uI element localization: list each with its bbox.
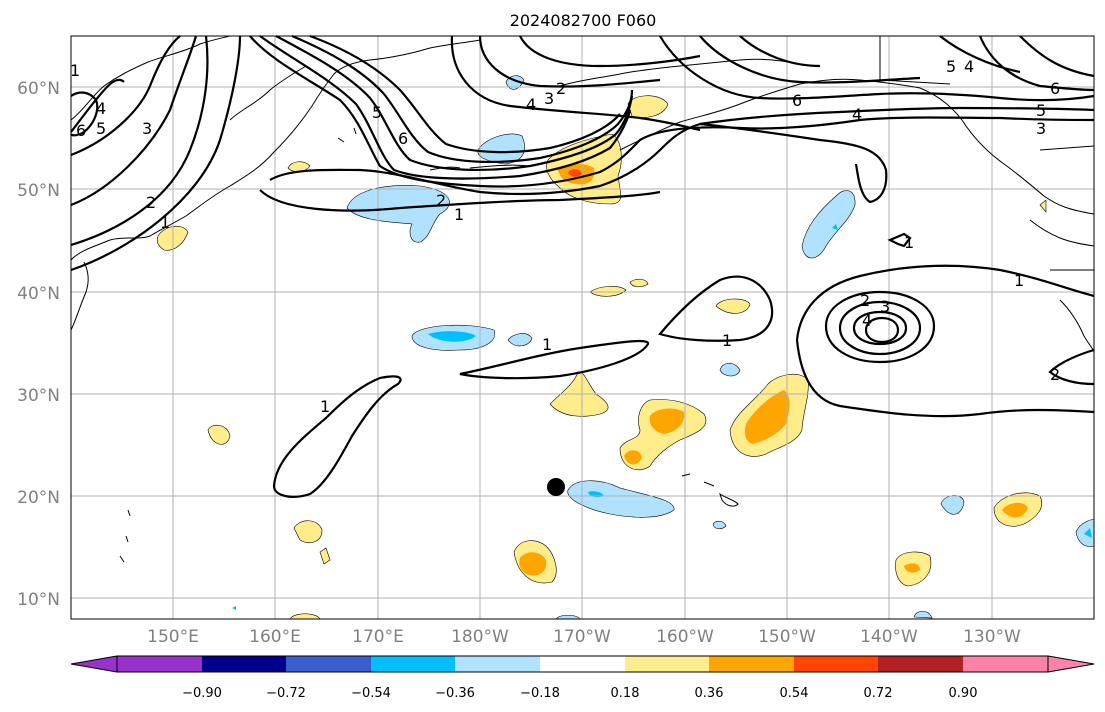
contour-label: 2	[556, 79, 566, 98]
colorbar-segment	[286, 656, 371, 672]
contour-label: 1	[1014, 271, 1024, 290]
lon-label: 140°W	[860, 627, 918, 647]
colorbar-segment	[371, 656, 455, 672]
location-dot	[547, 478, 565, 496]
map-area: 6 4 5 3 2 1 5 6 2 3 4 2 1 6 4 5 3 6 5 4 …	[70, 34, 1095, 620]
contour-label: 3	[544, 89, 554, 108]
contour-label: 1	[722, 331, 732, 350]
colorbar-segment	[117, 656, 202, 672]
colorbar-segment	[709, 656, 794, 672]
lon-label: 150°E	[147, 627, 199, 647]
contour-lines	[70, 34, 1095, 498]
lat-label: 60°N	[17, 79, 60, 99]
lat-label: 20°N	[17, 488, 60, 508]
colorbar-left-extension	[70, 655, 118, 673]
contour-label: 1	[542, 335, 552, 354]
contour-label: 3	[142, 119, 152, 138]
contour-label: 3	[1036, 119, 1046, 138]
lat-label: 40°N	[17, 284, 60, 304]
colorbar-tick-label: 0.54	[780, 686, 809, 701]
colorbar-tick-label: 0.90	[949, 686, 978, 701]
colorbar-segment	[625, 656, 709, 672]
contour-label: 4	[852, 105, 862, 124]
colorbar-tick-label: −0.72	[266, 686, 306, 701]
colorbar-segment	[963, 656, 1048, 672]
lon-label: 130°W	[963, 627, 1021, 647]
lon-label: 160°W	[656, 627, 714, 647]
contour-label: 3	[880, 297, 890, 316]
latitude-labels: 60°N 50°N 40°N 30°N 20°N 10°N	[17, 79, 60, 610]
colorbar-right-extension	[1047, 655, 1095, 673]
colorbar-tick-label: −0.90	[182, 686, 222, 701]
colorbar-tick-label: 0.18	[611, 686, 640, 701]
contour-label: 1	[160, 213, 170, 232]
colorbar-segment	[794, 656, 878, 672]
lat-label: 30°N	[17, 386, 60, 406]
lon-label: 170°E	[352, 627, 404, 647]
colorbar-tick-label: 0.36	[695, 686, 724, 701]
contour-label: 1	[70, 61, 80, 80]
contour-label: 6	[398, 129, 408, 148]
contour-label: 1	[454, 205, 464, 224]
contour-labels: 6 4 5 3 2 1 5 6 2 3 4 2 1 6 4 5 3 6 5 4 …	[70, 57, 1060, 416]
colorbar: −0.90 −0.72 −0.54 −0.36 −0.18 0.18 0.36 …	[70, 655, 1095, 701]
contour-label: 5	[372, 103, 382, 122]
contour-label: 4	[526, 95, 536, 114]
contour-label: 4	[964, 57, 974, 76]
colorbar-tick-label: −0.18	[520, 686, 560, 701]
contour-label: 1	[320, 397, 330, 416]
contour-label: 5	[1036, 101, 1046, 120]
contour-label: 6	[792, 91, 802, 110]
colorbar-tick-label: 0.72	[864, 686, 893, 701]
contour-label: 4	[862, 311, 872, 330]
colorbar-segment	[202, 656, 286, 672]
negative-anomaly-shading	[346, 75, 1095, 620]
contour-label: 4	[96, 99, 106, 118]
colorbar-frame	[116, 655, 1049, 673]
figure-title: 2024082700 F060	[510, 11, 657, 30]
longitude-labels: 150°E 160°E 170°E 180°W 170°W 160°W 150°…	[147, 627, 1021, 647]
colorbar-tick-label: −0.36	[435, 686, 475, 701]
lon-label: 150°W	[758, 627, 816, 647]
contour-label: 5	[96, 119, 106, 138]
colorbar-tick-label: −0.54	[351, 686, 391, 701]
lon-label: 180°W	[451, 627, 509, 647]
contour-label: 2	[436, 191, 446, 210]
contour-label: 1	[904, 233, 914, 252]
contour-label: 5	[946, 57, 956, 76]
contour-label: 2	[1050, 365, 1060, 384]
contour-label: 2	[146, 193, 156, 212]
contour-label: 6	[76, 121, 86, 140]
lat-label: 50°N	[17, 181, 60, 201]
red-shading	[568, 169, 582, 177]
colorbar-segment	[455, 656, 540, 672]
lon-label: 170°W	[553, 627, 611, 647]
contour-label: 6	[1050, 79, 1060, 98]
contour-label: 2	[860, 291, 870, 310]
colorbar-segment	[878, 656, 963, 672]
map-frame	[70, 35, 1095, 620]
strong-positive-shading	[519, 163, 1028, 576]
lat-label: 10°N	[17, 590, 60, 610]
lon-label: 160°E	[249, 627, 301, 647]
colorbar-segment	[540, 656, 625, 672]
